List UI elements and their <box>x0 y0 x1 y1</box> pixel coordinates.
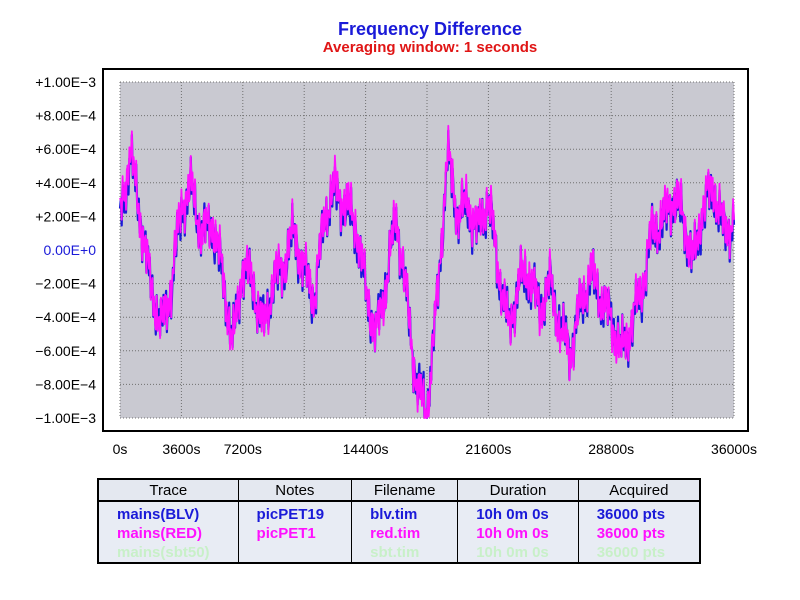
legend-header-row: Trace Notes Filename Duration Acquired <box>97 478 701 502</box>
legend-notes-cell <box>237 543 353 563</box>
x-tick-label: 28800s <box>588 441 634 457</box>
series-line-mains-red- <box>119 124 735 419</box>
y-tick-label: +4.00E−4 <box>35 175 96 191</box>
y-tick-label: −8.00E−4 <box>35 376 96 392</box>
y-tick-label: −2.00E−4 <box>35 276 96 292</box>
legend-filename-cell: red.tim <box>351 524 459 543</box>
y-tick-label: −6.00E−4 <box>35 343 96 359</box>
y-tick-label: 0.00E+0 <box>43 242 96 258</box>
x-tick-label: 36000s <box>711 441 757 457</box>
legend-row: mains(BLV) picPET19 blv.tim 10h 0m 0s 36… <box>97 501 701 524</box>
y-tick-label: −1.00E−3 <box>35 410 96 426</box>
chart-title: Frequency Difference <box>337 19 523 39</box>
x-tick-label: 21600s <box>465 441 511 457</box>
legend-trace-cell: mains(RED) <box>97 524 239 543</box>
legend-header-acquired: Acquired <box>577 478 701 502</box>
legend-trace-cell: mains(sbt50) <box>97 543 239 563</box>
x-tick-label: 3600s <box>162 441 200 457</box>
legend-table: Trace Notes Filename Duration Acquired m… <box>97 478 701 564</box>
legend-row: mains(RED) picPET1 red.tim 10h 0m 0s 360… <box>97 524 701 543</box>
x-tick-label: 14400s <box>343 441 389 457</box>
legend-acquired-cell: 36000 pts <box>577 543 701 563</box>
y-tick-label: +1.00E−3 <box>35 74 96 90</box>
frequency-chart: +1.00E−3 +8.00E−4 +6.00E−4 +4.00E−4 +2.00E−4… <box>35 68 757 457</box>
legend-header-notes: Notes <box>237 478 353 502</box>
y-tick-label: +8.00E−4 <box>35 108 96 124</box>
x-tick-label: 7200s <box>224 441 262 457</box>
series-layer <box>118 124 736 420</box>
y-tick-label: +2.00E−4 <box>35 208 96 224</box>
legend-row: mains(sbt50) sbt.tim 10h 0m 0s 36000 pts <box>97 543 701 563</box>
legend-duration-cell: 10h 0m 0s <box>457 501 579 524</box>
legend-header-filename: Filename <box>351 478 459 502</box>
axis-ticks: +1.00E−3 +8.00E−4 +6.00E−4 +4.00E−4 +2.00E−4… <box>35 74 757 457</box>
legend-header-duration: Duration <box>457 478 579 502</box>
legend-filename-cell: sbt.tim <box>351 543 459 563</box>
legend-filename-cell: blv.tim <box>351 501 459 524</box>
legend-duration-cell: 10h 0m 0s <box>457 524 579 543</box>
chart-subtitle: Averaging window: 1 seconds <box>322 39 538 56</box>
legend-acquired-cell: 36000 pts <box>577 524 701 543</box>
legend-acquired-cell: 36000 pts <box>577 501 701 524</box>
legend-header-trace: Trace <box>97 478 239 502</box>
legend-duration-cell: 10h 0m 0s <box>457 543 579 563</box>
y-tick-label: +6.00E−4 <box>35 141 96 157</box>
legend-notes-cell: picPET1 <box>237 524 353 543</box>
y-tick-label: −4.00E−4 <box>35 309 96 325</box>
legend-notes-cell: picPET19 <box>237 501 353 524</box>
x-tick-label: 0s <box>113 441 128 457</box>
legend-trace-cell: mains(BLV) <box>97 501 239 524</box>
